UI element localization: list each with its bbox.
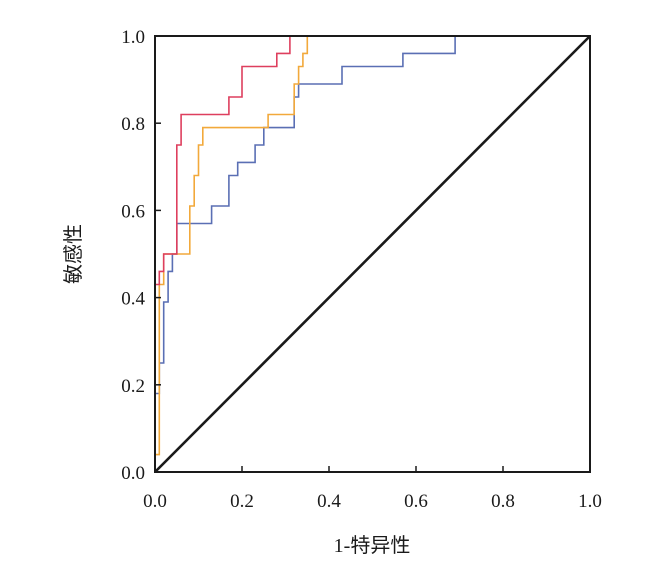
y-tick-label: 0.8 (121, 114, 145, 135)
roc-curve-line (155, 35, 316, 286)
y-tick-label: 0.2 (121, 376, 145, 397)
y-tick-label: 0.6 (121, 201, 145, 222)
x-tick-label: 0.0 (143, 491, 167, 512)
x-tick-label: 0.6 (404, 491, 428, 512)
plot-lines (154, 35, 591, 473)
y-tick-label: 0.0 (121, 463, 145, 484)
x-tick-label: 0.2 (230, 491, 254, 512)
roc-curve-line (154, 35, 590, 472)
y-tick-label: 0.4 (121, 289, 145, 310)
reference-diagonal-line (154, 35, 591, 473)
x-tick-label: 0.8 (491, 491, 515, 512)
plot-frame (154, 35, 591, 473)
y-tick-label: 1.0 (121, 27, 145, 48)
y-axis-title: 敏感性 (62, 224, 85, 284)
x-tick-label: 1.0 (578, 491, 602, 512)
roc-curve-line (155, 35, 590, 456)
x-axis-title: 1-特异性 (334, 534, 411, 557)
y-axis: 0.0 0.2 0.4 0.6 0.8 1.0 (121, 27, 161, 484)
x-axis: 0.0 0.2 0.4 0.6 0.8 1.0 (143, 466, 602, 512)
x-tick-label: 0.4 (317, 491, 341, 512)
